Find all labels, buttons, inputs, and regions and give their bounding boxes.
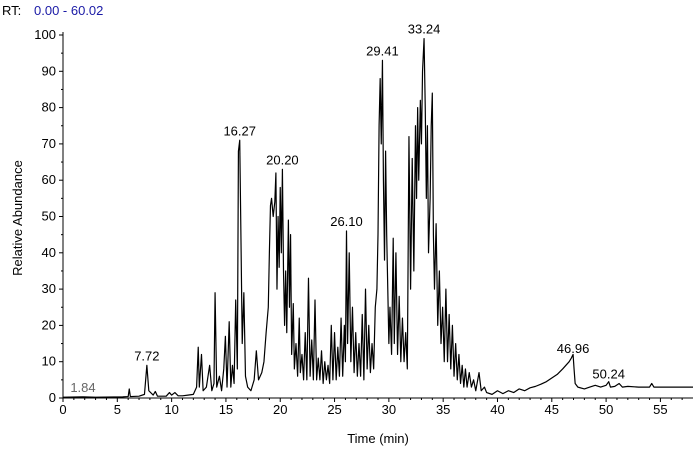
x-tick-label: 30 — [382, 402, 396, 417]
rt-range: 0.00 - 60.02 — [34, 3, 103, 18]
y-tick-label: 20 — [42, 317, 56, 332]
y-tick-label: 30 — [42, 281, 56, 296]
peak-label: 20.20 — [266, 152, 299, 167]
peak-label: 29.41 — [366, 43, 399, 58]
x-tick-label: 0 — [59, 402, 66, 417]
y-tick-label: 80 — [42, 100, 56, 115]
x-tick-label: 15 — [219, 402, 233, 417]
x-tick-label: 35 — [436, 402, 450, 417]
x-tick-label: 20 — [273, 402, 287, 417]
peak-label: 16.27 — [223, 123, 256, 138]
x-tick-label: 50 — [599, 402, 613, 417]
x-tick-label: 55 — [653, 402, 667, 417]
rt-prefix: RT: — [2, 3, 21, 18]
y-tick-label: 60 — [42, 172, 56, 187]
y-tick-label: 40 — [42, 245, 56, 260]
y-tick-label: 100 — [34, 27, 56, 42]
x-tick-label: 5 — [114, 402, 121, 417]
peak-label: 33.24 — [408, 22, 441, 37]
y-tick-label: 50 — [42, 209, 56, 224]
y-tick-label: 70 — [42, 136, 56, 151]
peak-label: 26.10 — [330, 214, 363, 229]
peak-label: 7.72 — [134, 348, 159, 363]
x-tick-label: 40 — [490, 402, 504, 417]
x-tick-label: 10 — [164, 402, 178, 417]
x-tick-label: 25 — [327, 402, 341, 417]
y-tick-label: 10 — [42, 354, 56, 369]
y-tick-label: 0 — [49, 390, 56, 405]
chromatogram-trace — [62, 38, 693, 398]
peak-label: 1.84 — [70, 380, 95, 395]
peak-label: 50.24 — [592, 366, 625, 381]
x-tick-label: 45 — [545, 402, 559, 417]
peak-label: 46.96 — [557, 341, 590, 356]
x-axis-label: Time (min) — [347, 431, 409, 446]
y-tick-label: 90 — [42, 63, 56, 78]
y-axis-label: Relative Abundance — [10, 160, 25, 276]
